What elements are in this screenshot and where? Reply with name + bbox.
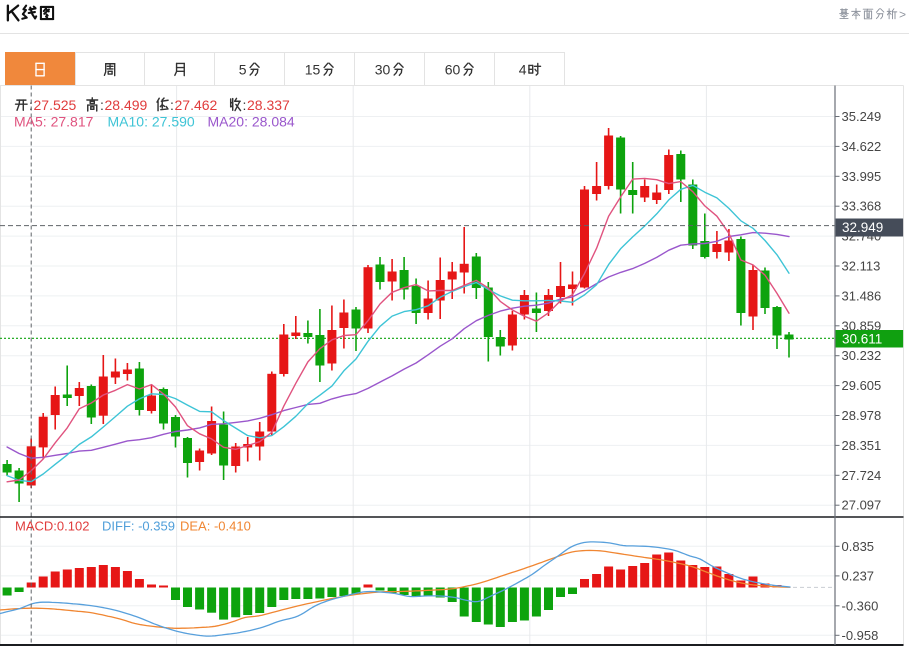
- svg-text:28.978: 28.978: [842, 408, 882, 423]
- svg-text:28.337: 28.337: [247, 97, 290, 113]
- svg-text:27.097: 27.097: [842, 498, 882, 513]
- svg-text:0.835: 0.835: [842, 539, 875, 554]
- svg-text:28.351: 28.351: [842, 438, 882, 453]
- svg-text:60: 60: [445, 62, 461, 78]
- svg-text:>: >: [899, 8, 906, 22]
- svg-text:-0.958: -0.958: [842, 628, 879, 643]
- svg-text:MACD:0.102: MACD:0.102: [15, 519, 89, 534]
- svg-text:MA5: 27.817: MA5: 27.817: [14, 114, 94, 130]
- svg-text:30: 30: [375, 62, 391, 78]
- svg-text:15: 15: [305, 62, 321, 78]
- svg-text:29.605: 29.605: [842, 378, 882, 393]
- svg-text:33.368: 33.368: [842, 199, 882, 214]
- svg-text:31.486: 31.486: [842, 288, 882, 303]
- svg-text:33.995: 33.995: [842, 169, 882, 184]
- svg-text:27.724: 27.724: [842, 468, 882, 483]
- svg-text:MA10: 27.590: MA10: 27.590: [108, 114, 195, 130]
- svg-text:5: 5: [239, 62, 247, 78]
- svg-text::: :: [243, 97, 247, 113]
- svg-text:27.525: 27.525: [34, 97, 77, 113]
- svg-text:MA20: 28.084: MA20: 28.084: [208, 114, 295, 130]
- svg-text:-0.360: -0.360: [842, 598, 879, 613]
- svg-text:32.113: 32.113: [842, 259, 881, 274]
- svg-text::: :: [170, 97, 174, 113]
- svg-text:27.462: 27.462: [175, 97, 218, 113]
- svg-text:35.249: 35.249: [842, 109, 882, 124]
- svg-text:30.232: 30.232: [842, 348, 882, 363]
- svg-text:34.622: 34.622: [842, 139, 882, 154]
- svg-text:32.949: 32.949: [842, 220, 883, 235]
- svg-text:4: 4: [519, 62, 527, 78]
- svg-text::: :: [100, 97, 104, 113]
- svg-text:DIFF: -0.359: DIFF: -0.359: [102, 519, 175, 534]
- svg-text:28.499: 28.499: [105, 97, 148, 113]
- svg-text::: :: [29, 97, 33, 113]
- svg-text:30.859: 30.859: [842, 318, 882, 333]
- svg-text:30.611: 30.611: [842, 332, 882, 347]
- svg-text:DEA: -0.410: DEA: -0.410: [180, 519, 251, 534]
- svg-text:0.237: 0.237: [842, 568, 875, 583]
